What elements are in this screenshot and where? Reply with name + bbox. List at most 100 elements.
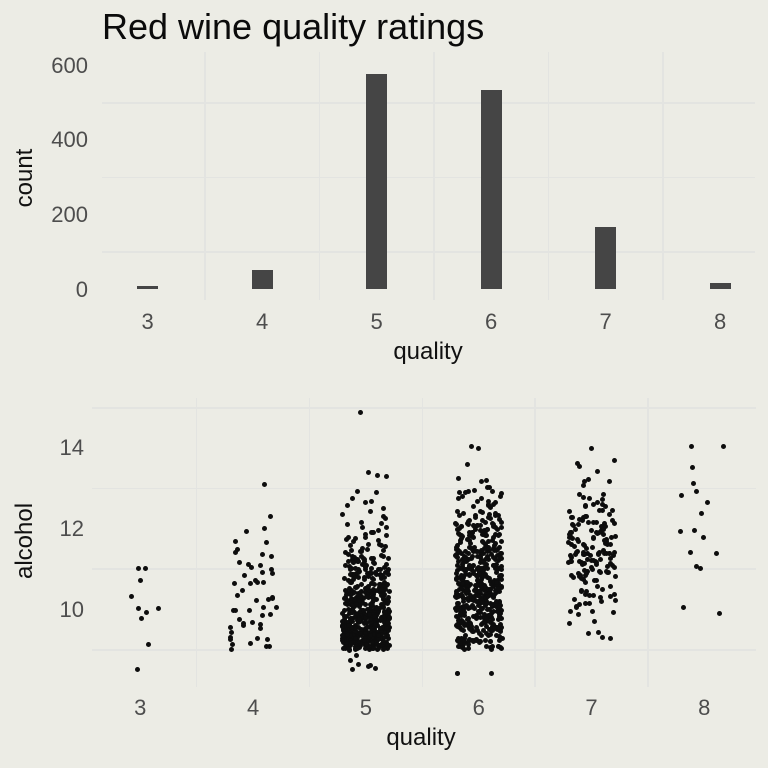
jitter-point xyxy=(455,555,461,561)
jitter-chart-x-tick-label: 5 xyxy=(359,695,373,720)
jitter-point xyxy=(598,594,604,600)
jitter-point xyxy=(594,519,600,525)
jitter-point xyxy=(490,535,496,541)
jitter-point xyxy=(379,576,385,582)
jitter-point xyxy=(591,502,597,508)
jitter-point xyxy=(136,566,142,572)
jitter-point xyxy=(345,628,351,634)
jitter-point xyxy=(370,559,376,565)
jitter-point xyxy=(486,607,492,613)
jitter-chart-minor-gridline-x xyxy=(534,398,536,687)
jitter-point xyxy=(481,612,487,618)
bar-chart-y-tick-label: 0 xyxy=(75,276,88,302)
jitter-point xyxy=(463,572,469,578)
jitter-point xyxy=(455,495,461,501)
jitter-point xyxy=(456,532,462,538)
jitter-point xyxy=(578,573,584,579)
jitter-point xyxy=(459,592,465,598)
jitter-point xyxy=(252,578,258,584)
jitter-point xyxy=(365,625,371,631)
jitter-point xyxy=(470,504,476,509)
jitter-point xyxy=(482,596,488,602)
jitter-point xyxy=(373,597,379,603)
jitter-point xyxy=(345,535,351,541)
bar-chart-x-tick-label: 8 xyxy=(713,309,727,334)
jitter-point xyxy=(466,615,472,621)
jitter-point xyxy=(459,551,465,557)
jitter-point xyxy=(341,596,347,602)
bar-chart-x-tick-label: 4 xyxy=(255,309,269,334)
jitter-point xyxy=(368,569,374,575)
jitter-point xyxy=(460,641,466,647)
jitter-point xyxy=(351,597,357,603)
jitter-point xyxy=(385,555,391,561)
jitter-point xyxy=(374,572,380,578)
jitter-point xyxy=(487,586,493,592)
jitter-point xyxy=(599,598,605,604)
jitter-point xyxy=(493,557,499,563)
jitter-point xyxy=(573,526,579,532)
jitter-point xyxy=(462,490,468,496)
jitter-point xyxy=(581,552,587,558)
jitter-point xyxy=(470,562,476,568)
jitter-point xyxy=(362,576,368,582)
jitter-point xyxy=(466,636,472,642)
jitter-point xyxy=(455,527,461,533)
jitter-point xyxy=(595,583,601,589)
jitter-point xyxy=(341,646,347,652)
jitter-point xyxy=(355,567,361,573)
jitter-point xyxy=(472,514,478,520)
jitter-point xyxy=(602,503,608,509)
bar-chart-minor-gridline-y xyxy=(102,251,755,253)
jitter-point xyxy=(361,607,367,613)
jitter-point xyxy=(366,583,372,589)
jitter-point xyxy=(496,624,502,630)
bar-chart-minor-gridline-y xyxy=(102,176,755,179)
jitter-point xyxy=(453,577,459,583)
jitter-point xyxy=(341,627,347,633)
jitter-point xyxy=(462,609,468,615)
jitter-point xyxy=(374,473,380,479)
jitter-point xyxy=(495,552,501,558)
jitter-point xyxy=(363,535,369,541)
jitter-point xyxy=(346,626,352,632)
jitter-point xyxy=(385,601,391,607)
jitter-point xyxy=(496,617,502,623)
jitter-point xyxy=(274,604,280,610)
jitter-chart-minor-gridline-y xyxy=(92,568,756,570)
jitter-point xyxy=(342,587,348,593)
jitter-point xyxy=(601,532,607,538)
jitter-point xyxy=(255,580,261,586)
jitter-point xyxy=(373,666,379,672)
jitter-point xyxy=(606,512,612,518)
jitter-point xyxy=(601,526,607,532)
jitter-point xyxy=(459,645,465,651)
jitter-point xyxy=(497,604,503,610)
jitter-point xyxy=(487,578,493,584)
jitter-point xyxy=(581,560,587,566)
jitter-point xyxy=(489,551,495,557)
jitter-point xyxy=(261,526,267,532)
jitter-point xyxy=(351,631,357,637)
jitter-point xyxy=(497,494,503,500)
jitter-point xyxy=(468,582,474,588)
jitter-chart-y-tick-label: 14 xyxy=(59,435,84,461)
jitter-point xyxy=(375,636,381,642)
jitter-point xyxy=(229,630,235,636)
jitter-point xyxy=(369,581,375,587)
jitter-point xyxy=(269,566,275,572)
jitter-point xyxy=(459,586,465,592)
jitter-point xyxy=(698,566,704,572)
jitter-point xyxy=(713,551,719,557)
jitter-point xyxy=(461,623,467,629)
jitter-point xyxy=(705,499,711,505)
jitter-point xyxy=(248,580,254,586)
jitter-point xyxy=(246,562,252,568)
jitter-point xyxy=(361,559,367,565)
jitter-point xyxy=(606,550,612,556)
jitter-point xyxy=(591,593,597,599)
jitter-point xyxy=(495,526,500,532)
jitter-point xyxy=(586,593,592,599)
jitter-point xyxy=(456,549,462,555)
jitter-point xyxy=(494,570,500,576)
